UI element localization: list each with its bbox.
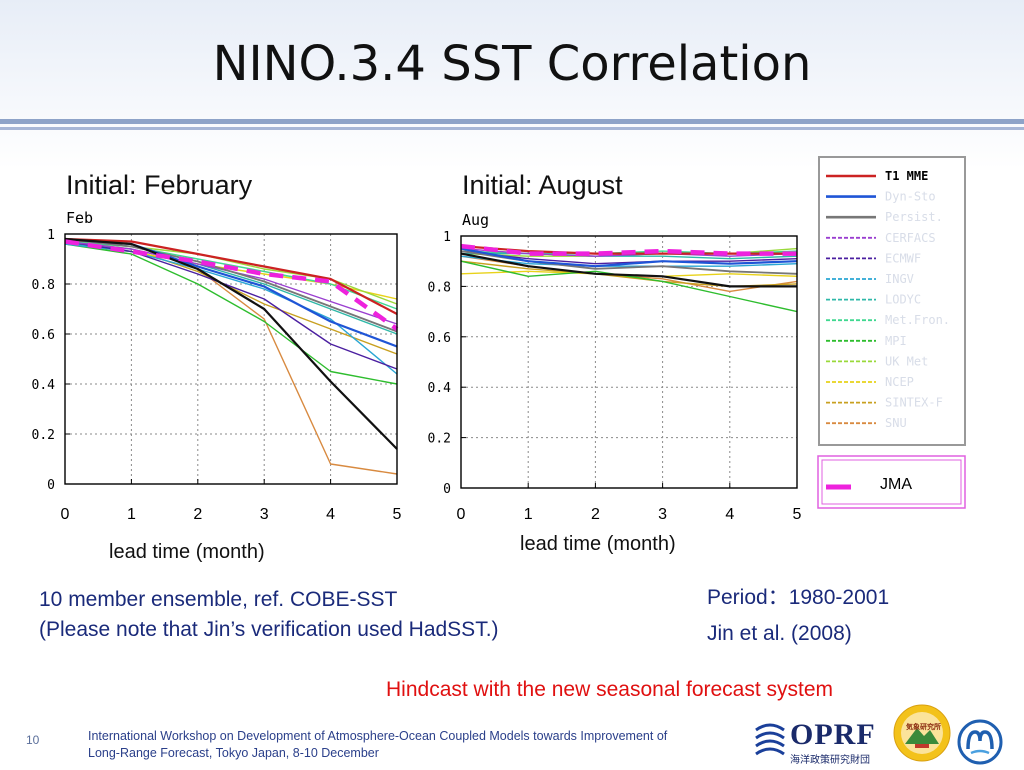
jma-logo: [957, 719, 1003, 765]
aug-y-tick-label: 0: [443, 482, 451, 497]
jma-emblem-icon: [957, 719, 1003, 765]
aug-x-tick-label: 5: [793, 506, 802, 523]
aug-x-tick-label: 2: [591, 506, 600, 523]
aug-series-line-11: [460, 247, 798, 268]
aug-chart-heading: Initial: August: [462, 170, 623, 200]
hindcast-note: Hindcast with the new seasonal forecast …: [386, 678, 834, 701]
legend-label-5: INGV: [885, 272, 914, 286]
feb-series-line-10: [64, 238, 398, 333]
legend-label-12: SNU: [885, 416, 907, 430]
legend-label-1: Dyn-Sto: [885, 190, 936, 204]
footer-line-1: International Workshop on Development of…: [88, 729, 668, 743]
title-rule-top: [0, 119, 1024, 124]
feb-y-tick-label: 0.4: [32, 378, 56, 393]
feb-y-tick-label: 0.8: [32, 278, 55, 293]
aug-x-tick-label: 4: [725, 506, 734, 523]
feb-x-tick-label: 5: [393, 506, 402, 523]
aug-panel: Aug 0 0.2 0.4 0.6 0.8 1 0 1 2 3 4 5: [428, 211, 802, 523]
aug-x-ticks: 0 1 2 3 4 5: [457, 483, 802, 523]
oprf-logo-text: OPRF: [790, 718, 876, 751]
legend-entries: T1 MME Dyn-Sto Persist. CERFACS ECMWF INGV LOD…: [826, 169, 950, 430]
aug-y-tick-label: 0.2: [428, 432, 451, 447]
oprf-logo-subtext: 海洋政策研究財団: [790, 755, 870, 766]
aug-x-tick-label: 1: [524, 506, 533, 523]
feb-series-line-14: [64, 239, 399, 331]
page-number: 10: [26, 733, 40, 747]
feb-x-tick-label: 1: [127, 506, 136, 523]
aug-y-tick-label: 0.6: [428, 331, 451, 346]
legend-label-0: T1 MME: [885, 169, 928, 183]
legend-label-10: NCEP: [885, 375, 914, 389]
feb-x-tick-label: 2: [193, 506, 202, 523]
feb-series-line-4: [64, 243, 398, 385]
feb-y-tick-label: 0: [47, 478, 55, 493]
aug-x-axis-label: lead time (month): [520, 533, 676, 555]
aug-series-line-7: [460, 255, 798, 267]
legend-label-6: LODYC: [885, 293, 921, 307]
legend-label-9: UK Met: [885, 354, 928, 368]
legend-label-7: Met.Fron.: [885, 313, 950, 327]
jma-legend-frame-inner: [821, 459, 962, 505]
feb-x-axis-label: lead time (month): [109, 541, 265, 563]
feb-x-tick-label: 4: [326, 506, 335, 523]
legend: T1 MME Dyn-Sto Persist. CERFACS ECMWF INGV LOD…: [818, 156, 966, 446]
aug-series-line-13: [460, 252, 797, 288]
aug-y-ticks: 0 0.2 0.4 0.6 0.8 1: [428, 230, 466, 497]
aug-series-line-4: [460, 260, 798, 313]
feb-x-tick-label: 3: [260, 506, 269, 523]
feb-y-tick-label: 0.6: [32, 328, 55, 343]
legend-label-3: CERFACS: [885, 231, 936, 245]
slide-title: NINO.3.4 SST Correlation: [212, 36, 812, 92]
reference-note: Jin et al. (2008): [707, 622, 852, 645]
title-rule-bottom: [0, 127, 1024, 130]
feb-x-tick-label: 0: [61, 506, 70, 523]
jma-legend: JMA: [817, 455, 966, 509]
feb-x-ticks: 0 1 2 3 4 5: [61, 479, 402, 523]
feb-series-line-12: [64, 237, 398, 315]
period-note: Period：1980-2001: [707, 586, 890, 609]
legend-label-4: ECMWF: [885, 251, 921, 265]
feb-y-ticks: 0 0.2 0.4 0.6 0.8 1: [32, 228, 70, 493]
aug-y-tick-label: 0.8: [428, 280, 451, 295]
feb-series: [64, 237, 399, 475]
aug-plot-frame: [460, 235, 798, 489]
legend-label-2: Persist.: [885, 210, 943, 224]
aug-y-tick-label: 0.4: [428, 381, 452, 396]
ensemble-note: 10 member ensemble, ref. COBE-SST: [39, 588, 398, 611]
legend-label-8: MPI: [885, 334, 907, 348]
aug-x-tick-label: 3: [658, 506, 667, 523]
footer-line-2: Long-Range Forecast, Tokyo Japan, 8-10 D…: [88, 746, 379, 760]
aug-y-tick-label: 1: [443, 230, 451, 245]
feb-plot-frame: [64, 233, 398, 485]
aug-panel-tag: Aug: [462, 211, 489, 229]
verification-note: (Please note that Jin’s verification use…: [39, 618, 499, 641]
jma-legend-label: JMA: [880, 476, 912, 493]
mountain-seal-icon: [893, 704, 951, 762]
feb-series-line-9: [64, 240, 398, 325]
feb-series-line-1: [64, 240, 398, 355]
aug-series-line-8: [460, 250, 798, 265]
feb-panel-tag: Feb: [66, 209, 93, 227]
aug-series-line-14: [460, 243, 797, 256]
aug-series: [460, 243, 798, 313]
oprf-wave-icon: [755, 723, 785, 756]
aug-x-tick-label: 0: [457, 506, 466, 523]
feb-chart-heading: Initial: February: [66, 170, 253, 200]
feb-y-tick-label: 1: [47, 228, 55, 243]
oprf-logo: OPRF 海洋政策研究財団: [752, 718, 884, 766]
legend-label-11: SINTEX-F: [885, 396, 943, 410]
legend-frame: [818, 156, 966, 446]
mri-seal-logo: 気象研究所: [893, 704, 951, 762]
feb-y-tick-label: 0.2: [32, 428, 55, 443]
feb-series-line-13: [64, 237, 398, 450]
mri-seal-text: 気象研究所: [906, 723, 941, 731]
jma-legend-frame: [817, 455, 966, 509]
feb-series-line-7: [64, 243, 398, 375]
